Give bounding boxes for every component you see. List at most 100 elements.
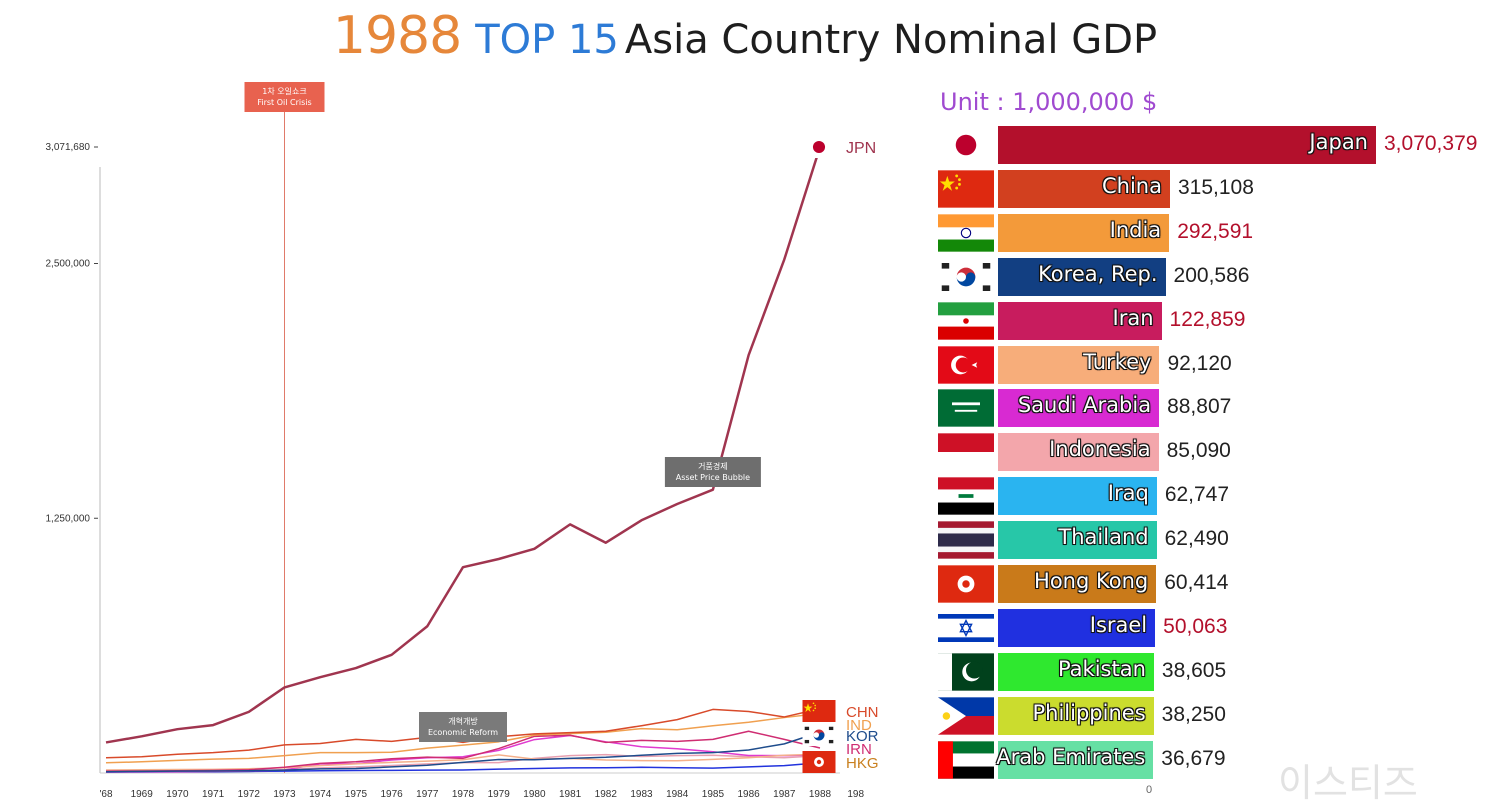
bar-row: India 292,591	[938, 213, 1488, 252]
flag-ind-icon	[938, 214, 994, 252]
line-chart: 3,071,680 2,500,000 1,250,000 '68 1969 1970 19…	[46, 82, 879, 800]
bar-flag	[938, 697, 994, 735]
bar-row: China 315,108	[938, 169, 1488, 208]
end-label-ind: IND	[846, 717, 872, 734]
annotation-1973: 1차 오일쇼크 First Oil Crisis	[244, 82, 325, 112]
x-tick-label: 1976	[380, 789, 403, 800]
bar-value-label: 60,414	[1164, 571, 1229, 594]
bar-flag	[938, 170, 994, 208]
bar-row: Japan 3,070,379	[938, 126, 1488, 164]
x-tick-label: 1987	[773, 789, 796, 800]
x-tick-label: 1982	[595, 789, 618, 800]
annotation-text: Economic Reform	[428, 728, 498, 737]
bar-category-label: Saudi Arabia	[1017, 393, 1152, 418]
bar-value-label: 36,679	[1161, 746, 1226, 770]
bar-flag	[938, 258, 994, 296]
x-tick-label: 1979	[488, 789, 511, 800]
title-text: Asia Country Nominal GDP	[624, 17, 1158, 63]
bar-row: Iran 122,859	[938, 301, 1488, 340]
annotation-text: 1차 오일쇼크	[262, 87, 306, 96]
bar: Korea, Rep.	[998, 257, 1166, 296]
bar-category-label: Arab Emirates	[996, 744, 1146, 769]
bar-category-label: Korea, Rep.	[1038, 261, 1158, 286]
annotation-1978: 개혁개방 Economic Reform	[419, 712, 507, 742]
bar-value-label: 50,063	[1163, 614, 1228, 638]
bar-value-label: 292,591	[1177, 219, 1254, 243]
bar-row: Korea, Rep. 200,586	[938, 257, 1488, 296]
bar: Thailand	[998, 521, 1157, 560]
bar-category-label: Iraq	[1107, 481, 1149, 506]
bar-value-label: 85,090	[1166, 439, 1231, 463]
bar-flag	[938, 565, 994, 603]
bar-value-label: 38,605	[1161, 658, 1227, 682]
series-line-tur	[105, 753, 821, 771]
y-tick-label: 1,250,000	[46, 513, 91, 524]
x-tick-label: 1980	[523, 789, 546, 800]
title-year: 1988	[332, 6, 462, 66]
x-tick-label: 1986	[737, 789, 760, 800]
flag-idn-icon	[938, 433, 994, 471]
bar: Iran	[998, 301, 1162, 340]
bar-value-label: 92,120	[1167, 351, 1232, 375]
bar-row: Arab Emirates 36,679	[938, 740, 1488, 779]
x-tick-label: 1974	[309, 789, 332, 800]
annotation-1985: 거품경제 Asset Price Bubble	[664, 457, 761, 487]
bar-flag	[938, 740, 994, 779]
x-tick-label: 1969	[131, 789, 154, 800]
flag-jpn-icon	[802, 136, 836, 158]
bar-row: Hong Kong 60,414	[938, 565, 1488, 603]
bar-category-label: Japan	[1309, 130, 1368, 154]
series-line-chn	[105, 708, 821, 759]
end-label-hkg: HKG	[802, 751, 879, 773]
series-line-jpn	[105, 146, 822, 744]
y-tick-label: 3,071,680	[46, 142, 91, 153]
bar-axis-zero-label: 0	[1146, 784, 1153, 796]
y-tick-label: 2,500,000	[46, 259, 91, 270]
bar-flag	[938, 653, 994, 691]
end-label-text: IRN	[846, 741, 872, 758]
flag-tha-icon	[938, 521, 994, 559]
bar-row: Philippines 38,250	[938, 696, 1488, 735]
end-label-text: CHN	[846, 704, 879, 721]
bar-flag	[938, 433, 994, 471]
bar-category-label: India	[1109, 217, 1162, 242]
bar: Iraq	[998, 477, 1157, 516]
bar-category-label: Philippines	[1032, 700, 1146, 725]
bar-category-label: Israel	[1089, 612, 1148, 637]
x-tick-label: 1981	[559, 789, 582, 800]
flag-chn-icon	[938, 170, 994, 208]
end-label-text: HKG	[846, 755, 879, 772]
bar-flag	[938, 301, 994, 340]
x-tick-label: 1972	[238, 789, 261, 800]
bar: China	[998, 169, 1170, 208]
annotation-text: 거품경제	[698, 461, 727, 471]
x-tick-label: 198	[847, 789, 864, 800]
flag-hkg-icon	[802, 751, 836, 773]
bar-value-label: 3,070,379	[1384, 132, 1478, 155]
x-tick-label: 1978	[452, 789, 475, 800]
flag-are-icon	[938, 740, 994, 779]
bar-category-label: Thailand	[1058, 525, 1149, 550]
annotation-text: Asset Price Bubble	[676, 473, 750, 482]
bar-row: Israel 50,063	[938, 608, 1488, 647]
end-label-text: KOR	[846, 728, 879, 745]
title-top-label: TOP 15	[475, 17, 619, 63]
bar: Indonesia	[998, 433, 1159, 472]
bar-flag	[938, 126, 994, 164]
bar-flag	[938, 609, 994, 647]
series-line-ind	[105, 712, 821, 764]
chart-title: 1988 TOP 15 Asia Country Nominal GDP	[0, 6, 1490, 66]
x-tick-label: '68	[99, 789, 112, 800]
bar-category-label: Hong Kong	[1034, 569, 1149, 593]
end-label-text: IND	[846, 717, 872, 734]
flag-irq-icon	[938, 477, 994, 515]
annotation-text: First Oil Crisis	[257, 98, 311, 107]
bar: Japan	[998, 126, 1376, 164]
flag-pak-icon	[938, 653, 994, 691]
bar: India	[998, 213, 1170, 252]
bar: Arab Emirates	[996, 740, 1154, 779]
end-label-text: JPN	[846, 140, 876, 157]
flag-phl-icon	[938, 697, 994, 735]
bar-category-label: China	[1102, 173, 1162, 198]
